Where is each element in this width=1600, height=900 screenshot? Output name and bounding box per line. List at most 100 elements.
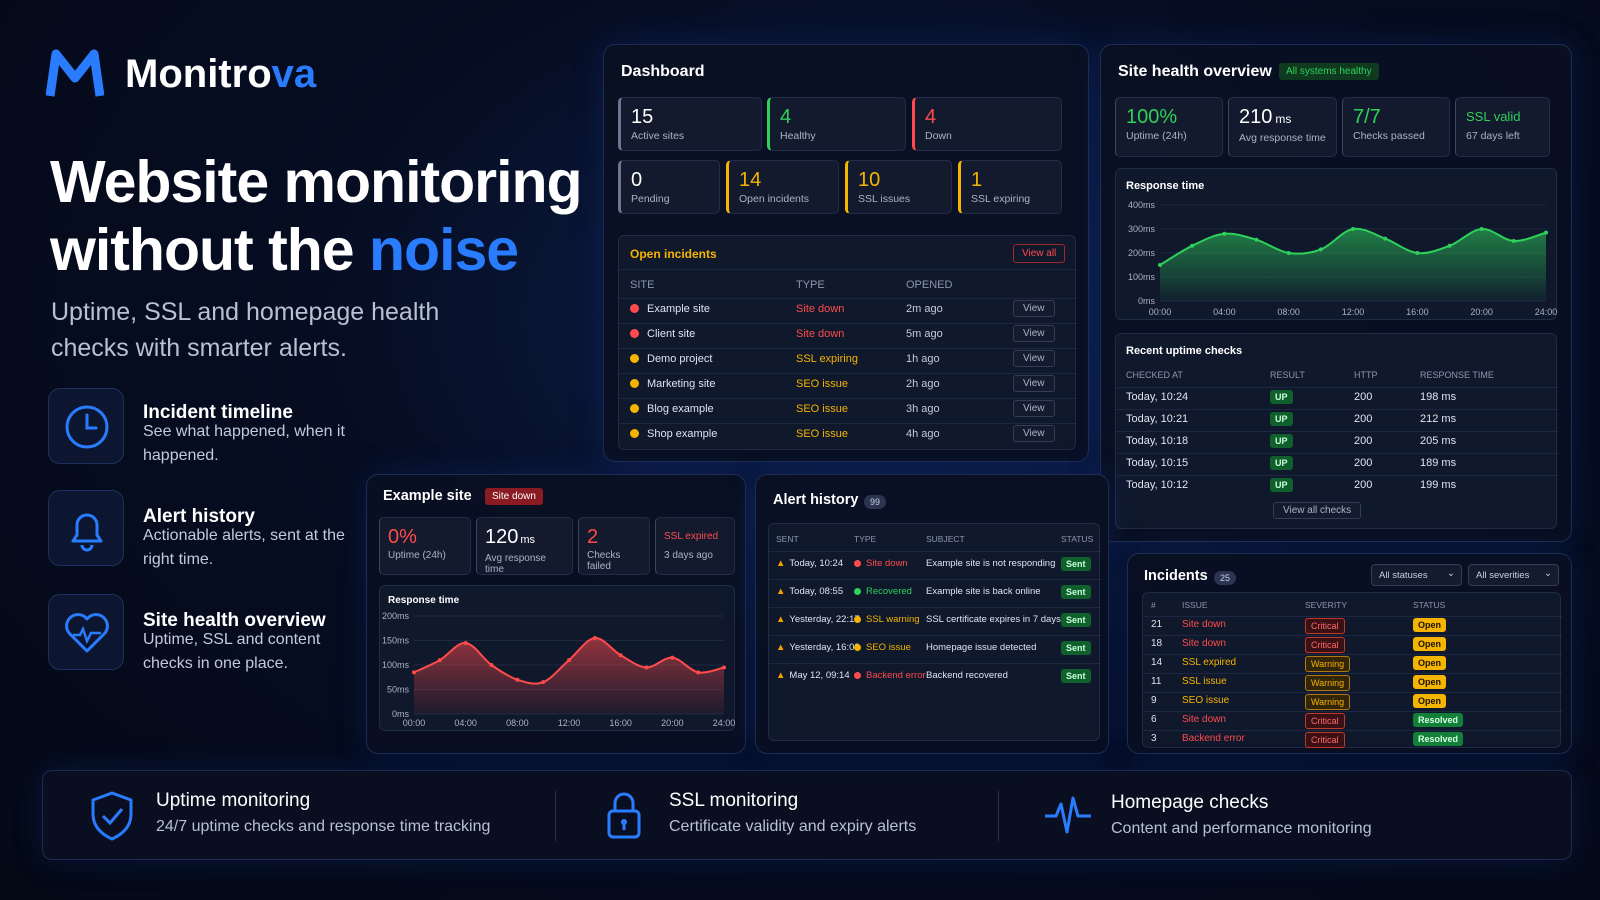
stat-card: 100% Uptime (24h) [1115,97,1223,157]
view-all-checks-button[interactable]: View all checks [1273,502,1362,519]
data-point [670,655,675,660]
view-all-button[interactable]: View all [1013,244,1066,263]
view-button[interactable]: View [1013,325,1055,342]
y-tick-label: 100ms [382,660,410,670]
data-point [463,640,468,645]
incident-issue[interactable]: Site down [1182,619,1226,630]
clock-icon [65,405,109,449]
stat-value: SSL valid [1466,109,1521,124]
stat-card: 7/7 Checks passed [1342,97,1450,157]
x-tick-label: 04:00 [1213,307,1236,317]
incident-issue[interactable]: Site down [1182,714,1226,725]
severity-filter-select[interactable]: All severities ⌄ [1468,564,1559,586]
data-point [1511,239,1516,243]
feature-title: Site health overview [143,610,326,631]
feature-desc: Actionable alerts, sent at the right tim… [143,527,345,568]
warning-icon: ▲ [776,558,786,569]
y-tick-label: 100ms [1128,272,1156,282]
table-row-site: Marketing site [630,378,715,390]
check-http: 200 [1354,413,1373,425]
response-time-chart: 0ms 100ms 200ms 300ms 400ms 00:00 04:00 08:00 12… [1128,200,1557,317]
panel-title: Dashboard [621,63,705,80]
stat-value: 7/7 [1353,106,1381,128]
y-tick-label: 50ms [387,685,410,695]
check-result: UP [1270,434,1293,448]
incident-id: 14 [1151,657,1163,668]
table-row-opened: 4h ago [906,428,940,440]
incident-id: 6 [1151,714,1157,725]
incidents-table: # ISSUE SEVERITY STATUS 21 Site down Critical O… [1142,592,1562,748]
severity-badge: Warning [1305,675,1351,691]
column-header: SEVERITY [1305,600,1348,610]
view-button[interactable]: View [1013,350,1055,367]
sent-badge: Sent [1061,669,1091,683]
feature-icon-box [48,388,124,464]
table-row-site: Shop example [630,428,717,440]
stat-value: 4 [780,106,792,128]
incident-issue[interactable]: SEO issue [1182,695,1230,706]
x-tick-label: 00:00 [403,718,426,728]
view-button[interactable]: View [1013,400,1055,417]
check-http: 200 [1354,435,1373,447]
card-title: Open incidents [630,247,717,261]
view-button[interactable]: View [1013,425,1055,442]
y-tick-label: 200ms [382,611,410,621]
card-title: Response time [1126,180,1205,192]
status-dot [854,560,861,567]
stat-card: 120 ms Avg response time [476,517,573,575]
check-time: Today, 10:18 [1126,435,1189,447]
column-header: CHECKED AT [1126,370,1183,380]
table-row-opened: 5m ago [906,328,943,340]
incident-status: Open [1413,637,1447,651]
data-point [1415,251,1420,255]
view-button[interactable]: View [1013,300,1055,317]
column-header: RESPONSE TIME [1420,370,1494,380]
table-row-opened: 2m ago [906,303,943,315]
data-point [515,677,520,682]
response-time-chart: 0ms 50ms 100ms 150ms 200ms 00:00 04:00 08:00 12:… [382,611,736,728]
column-header: TYPE [796,279,825,291]
data-point [1544,230,1548,235]
incident-id: 3 [1151,733,1157,744]
incident-issue[interactable]: Site down [1182,638,1226,649]
data-point [1158,263,1162,267]
incident-severity: Critical [1305,637,1345,653]
chevron-down-icon: ⌄ [1447,568,1455,579]
incident-issue[interactable]: SSL issue [1182,676,1227,687]
incident-id: 9 [1151,695,1157,706]
stat-card: SSL expired 3 days ago [655,517,735,575]
check-http: 200 [1354,391,1373,403]
incident-issue[interactable]: SSL expired [1182,657,1237,668]
view-button[interactable]: View [1013,375,1055,392]
x-tick-label: 24:00 [713,718,736,728]
stat-value: 10 [858,169,881,191]
column-header: ISSUE [1182,600,1208,610]
alert-history-panel: Alert history 99 SENT TYPE SUBJECT STATUS ▲ T… [755,474,1109,754]
stat-card: 15 Active sites [618,97,762,151]
status-dot [630,354,639,363]
data-point [1318,247,1323,252]
site-health-panel: Site health overview All systems healthy… [1100,44,1572,542]
heart-pulse-icon [65,613,109,653]
incident-severity: Warning [1305,675,1351,691]
table-row-type: SSL expiring [796,353,858,365]
table-row-opened: 3h ago [906,403,940,415]
x-tick-label: 20:00 [661,718,684,728]
check-response: 198 ms [1420,391,1457,403]
up-badge: UP [1270,412,1293,426]
incidents-panel: Incidents 25 All statuses ⌄ All severitie… [1127,553,1572,754]
brand-name: Monitrova [125,52,317,96]
alert-status: Sent [1061,669,1091,683]
stat-label: Avg response time [485,553,546,575]
stat-card: SSL valid 67 days left [1455,97,1550,157]
status-dot [854,672,861,679]
feature-icon-box [48,594,124,670]
incident-issue[interactable]: Backend error [1182,733,1245,744]
severity-badge: Warning [1305,694,1351,710]
x-tick-label: 16:00 [1406,307,1429,317]
status-filter-select[interactable]: All statuses ⌄ [1371,564,1462,586]
bell-icon [71,513,103,552]
stat-card: 10 SSL issues [845,160,952,214]
stat-card: 210 ms Avg response time [1228,97,1337,157]
stat-card: 14 Open incidents [726,160,839,214]
